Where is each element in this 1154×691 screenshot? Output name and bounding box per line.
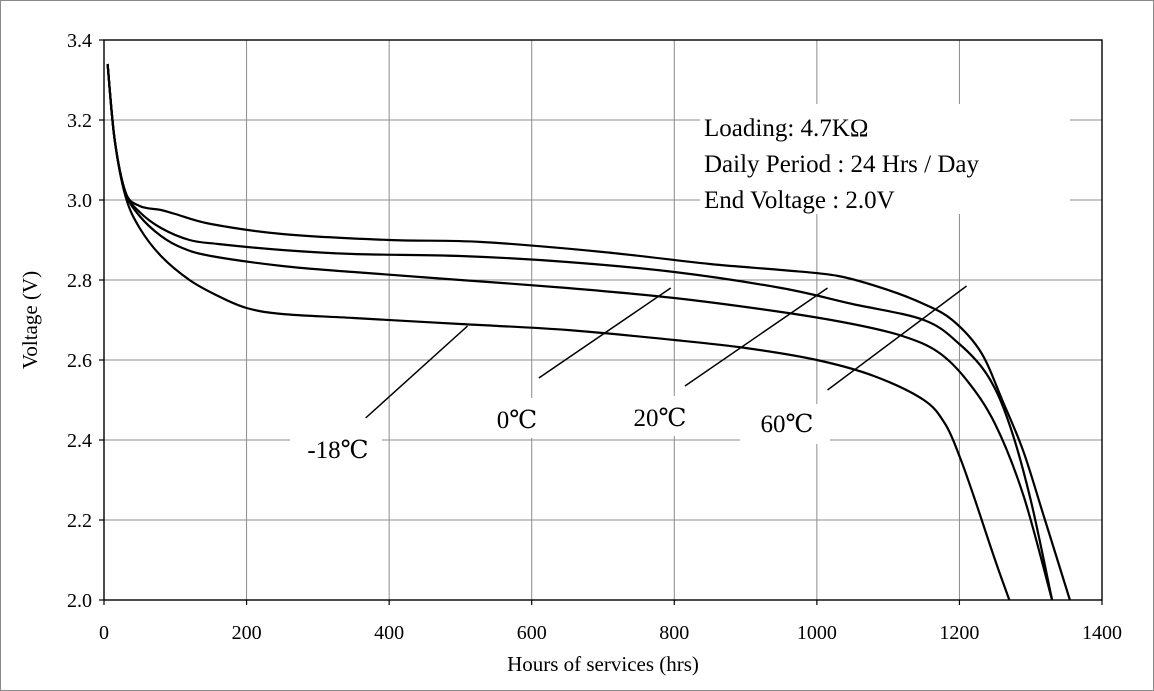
x-tick-label: 600 bbox=[517, 622, 547, 644]
series-lines bbox=[106, 63, 1071, 601]
x-axis-title: Hours of services (hrs) bbox=[507, 652, 699, 676]
y-tick-label: 2.2 bbox=[67, 510, 92, 532]
series-label-background bbox=[610, 396, 700, 436]
series-label-background bbox=[290, 424, 382, 468]
x-tick-label: 800 bbox=[659, 622, 689, 644]
series-line bbox=[106, 63, 1054, 601]
x-tick-label: 200 bbox=[232, 622, 262, 644]
y-tick-label: 3.2 bbox=[67, 110, 92, 132]
annotation-line: End Voltage : 2.0V bbox=[704, 187, 895, 214]
series-line bbox=[106, 63, 1054, 601]
x-tick-label: 1400 bbox=[1082, 622, 1122, 644]
y-tick-label: 2.8 bbox=[67, 270, 92, 292]
annotation-background bbox=[700, 104, 1070, 214]
y-tick-label: 3.0 bbox=[67, 190, 92, 212]
y-tick-label: 2.6 bbox=[67, 350, 92, 372]
series-label-leader bbox=[684, 287, 828, 387]
y-tick-label: 3.4 bbox=[67, 30, 92, 52]
series-label-background bbox=[740, 404, 830, 444]
annotation-box: Loading: 4.7KΩ Daily Period : 24 Hrs / Da… bbox=[700, 104, 1070, 214]
series-label: 20℃ bbox=[634, 405, 687, 432]
plot-area bbox=[103, 39, 1103, 601]
y-tick-label: 2.0 bbox=[67, 590, 92, 612]
series-label-background bbox=[480, 398, 550, 438]
x-tick-label: 1000 bbox=[797, 622, 837, 644]
series-line bbox=[106, 63, 1011, 601]
series-label-group: -18℃ 0℃ 20℃ 60℃ bbox=[290, 285, 968, 468]
series-line bbox=[106, 63, 1071, 601]
x-tick-label: 1200 bbox=[939, 622, 979, 644]
series-label-leader bbox=[538, 287, 672, 379]
series-label: 60℃ bbox=[761, 411, 814, 438]
annotation-line: Loading: 4.7KΩ bbox=[704, 115, 868, 142]
series-label-leader bbox=[827, 285, 968, 391]
x-tick-label: 0 bbox=[99, 622, 109, 644]
grid bbox=[104, 40, 1102, 600]
axis-ticks: 0 200 400 600 800 1000 1200 1400 2.0 2.2 2.4 2.6 2.8… bbox=[67, 30, 1122, 644]
y-axis-title: Voltage (V) bbox=[18, 271, 42, 369]
series-label: 0℃ bbox=[497, 407, 537, 434]
series-label-leader bbox=[365, 325, 469, 419]
y-tick-label: 2.4 bbox=[67, 430, 92, 452]
series-label: -18℃ bbox=[307, 437, 368, 464]
x-tick-label: 400 bbox=[374, 622, 404, 644]
annotation-line: Daily Period : 24 Hrs / Day bbox=[704, 151, 979, 178]
